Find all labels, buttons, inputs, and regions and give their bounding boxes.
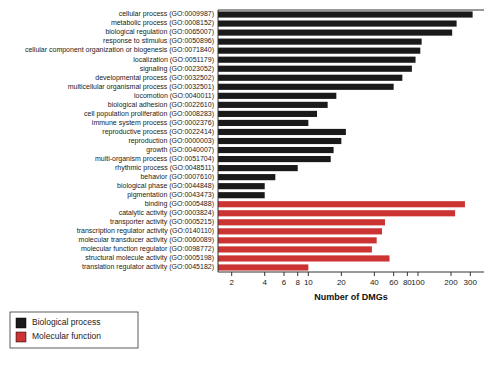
- bar: [218, 20, 457, 26]
- category-label: developmental process (GO:0032502): [95, 74, 214, 82]
- tick-mark: [393, 272, 394, 276]
- x-axis-line: [218, 272, 484, 273]
- category-label: signaling (GO:0023052): [140, 65, 214, 73]
- bar: [218, 165, 298, 171]
- bar: [218, 84, 394, 90]
- y-axis-line: [218, 10, 219, 272]
- tick-label: 10: [304, 278, 313, 287]
- bar: [218, 246, 372, 252]
- category-label: pigmentation (GO:0043473): [127, 191, 214, 199]
- category-label: binding (GO:0005488): [145, 200, 214, 208]
- category-label: molecular transducer activity (GO:006008…: [79, 236, 214, 244]
- category-label: localization (GO:0051179): [133, 56, 214, 64]
- bar: [218, 183, 265, 189]
- legend-swatch: [16, 318, 26, 328]
- bar: [218, 57, 416, 63]
- category-label: metabolic process (GO:0008152): [111, 19, 214, 27]
- category-label: locomotion (GO:0040011): [134, 92, 214, 100]
- axis-line-top: [218, 10, 484, 11]
- x-axis-label: Number of DMGs: [314, 292, 388, 302]
- tick-mark: [231, 272, 232, 276]
- bar: [218, 192, 265, 198]
- category-label: transcription regulator activity (GO:014…: [77, 227, 214, 235]
- category-label: reproduction (GO:0000003): [128, 137, 214, 145]
- category-label: translation regulator activity (GO:00451…: [82, 263, 214, 271]
- tick-label: 40: [370, 278, 379, 287]
- chart: cellular process (GO:0009987)metabolic p…: [0, 0, 500, 380]
- bar: [218, 11, 473, 17]
- bar: [218, 264, 308, 270]
- category-label: biological phase (GO:0044848): [117, 182, 214, 190]
- bar: [218, 228, 382, 234]
- bar: [218, 201, 465, 207]
- tick-label: 100: [411, 278, 425, 287]
- tick-mark: [341, 272, 342, 276]
- bar: [218, 138, 341, 144]
- legend-frame: [10, 312, 138, 348]
- category-label: biological regulation (GO:0065007): [105, 28, 214, 36]
- category-label: rhythmic process (GO:0048511): [115, 164, 214, 172]
- category-label: reproductive process (GO:0022414): [102, 128, 214, 136]
- bar: [218, 30, 452, 36]
- bar: [218, 219, 385, 225]
- tick-mark: [308, 272, 309, 276]
- category-label: cell population proliferation (GO:000828…: [84, 110, 214, 118]
- category-label: multi-organism process (GO:0051704): [95, 155, 214, 163]
- category-label: catalytic activity (GO:0003824): [119, 209, 214, 217]
- category-label: growth (GO:0040007): [146, 146, 214, 154]
- category-label: molecular function regulator (GO:0098772…: [81, 245, 214, 253]
- category-label: response to stimulus (GO:0050896): [103, 37, 214, 45]
- tick-label: 6: [282, 278, 287, 287]
- legend: Biological process Molecular function: [10, 312, 138, 348]
- tick-mark: [297, 272, 298, 276]
- category-label: transporter activity (GO:0005215): [110, 218, 214, 226]
- category-label: cellular component organization or bioge…: [25, 46, 214, 54]
- legend-label: Biological process: [32, 317, 101, 327]
- legend-label: Molecular function: [32, 331, 101, 341]
- tick-label: 60: [389, 278, 398, 287]
- bar: [218, 48, 420, 54]
- category-label: cellular process (GO:0009987): [119, 10, 214, 18]
- legend-swatch: [16, 332, 26, 342]
- tick-mark: [470, 272, 471, 276]
- tick-label: 4: [262, 278, 267, 287]
- tick-label: 2: [229, 278, 234, 287]
- bar: [218, 129, 346, 135]
- category-label: structural molecule activity (GO:0005198…: [85, 254, 214, 262]
- bar: [218, 156, 331, 162]
- tick-mark: [417, 272, 418, 276]
- bar: [218, 210, 455, 216]
- category-label: behavior (GO:0007610): [140, 173, 214, 181]
- tick-mark: [374, 272, 375, 276]
- tick-label: 300: [464, 278, 478, 287]
- bar: [218, 255, 390, 261]
- bar: [218, 39, 422, 45]
- tick-label: 20: [337, 278, 346, 287]
- bar: [218, 237, 377, 243]
- tick-mark: [407, 272, 408, 276]
- tick-label: 8: [295, 278, 300, 287]
- bar: [218, 111, 317, 117]
- tick-label: 200: [444, 278, 458, 287]
- category-label: biological adhesion (GO:0022610): [108, 101, 214, 109]
- category-label: multicellular organismal process (GO:003…: [68, 83, 214, 91]
- bar: [218, 75, 402, 81]
- tick-mark: [264, 272, 265, 276]
- tick-mark: [284, 272, 285, 276]
- bar: [218, 120, 308, 126]
- bar: [218, 66, 412, 72]
- bars: [218, 11, 473, 270]
- bar: [218, 102, 328, 108]
- bar: [218, 147, 334, 153]
- bar: [218, 174, 275, 180]
- tick-mark: [450, 272, 451, 276]
- bar: [218, 93, 336, 99]
- category-label: immune system process (GO:0002376): [92, 119, 214, 127]
